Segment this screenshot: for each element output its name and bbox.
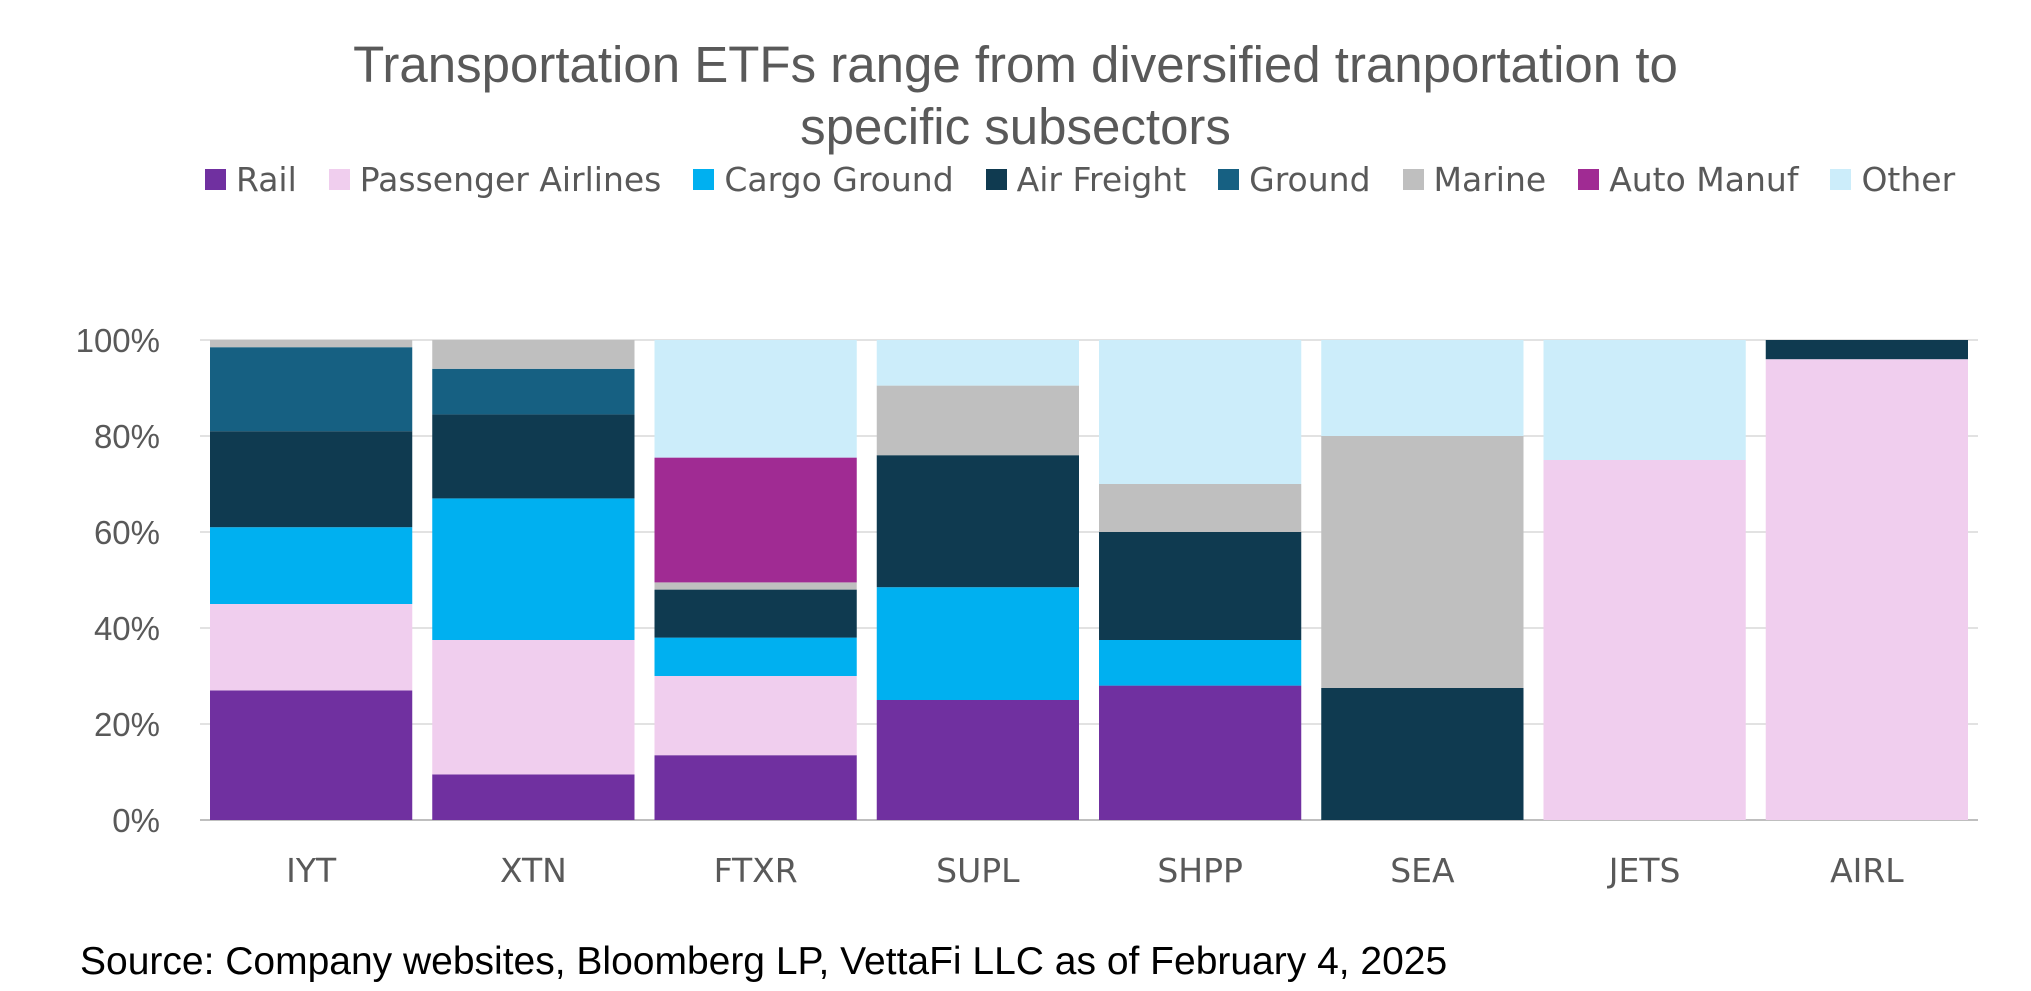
x-tick-label: FTXR	[714, 851, 798, 890]
y-tick-label: 0%	[112, 802, 160, 839]
legend-item: Cargo Ground	[693, 160, 954, 199]
legend-label: Marine	[1433, 160, 1547, 199]
bar-segment	[1321, 436, 1524, 688]
bar-segment	[432, 340, 635, 369]
bar-segment	[654, 457, 857, 583]
bar-segment	[210, 340, 413, 348]
bar-segment	[876, 385, 1079, 456]
y-tick-label: 60%	[94, 514, 160, 551]
bar-segment	[654, 582, 857, 590]
legend-label: Ground	[1249, 160, 1371, 199]
bar-segment	[210, 527, 413, 604]
y-tick-label: 40%	[94, 610, 160, 647]
bar-segment	[1099, 340, 1302, 484]
bar-segment	[1543, 460, 1746, 820]
x-tick-label: XTN	[500, 851, 567, 890]
bar-segment	[654, 589, 857, 638]
legend-item: Ground	[1218, 160, 1371, 199]
y-tick-label: 100%	[76, 322, 160, 359]
bar-segment	[1321, 688, 1524, 820]
bar-segment	[654, 637, 857, 676]
bar-segment	[654, 676, 857, 756]
legend-item: Marine	[1402, 160, 1547, 199]
chart-title-line-2: specific subsectors	[800, 98, 1231, 155]
legend-swatch	[1830, 169, 1852, 190]
bar-segment	[210, 604, 413, 691]
bar-segment	[1765, 340, 1968, 360]
bar-segment	[1099, 532, 1302, 640]
legend-swatch	[328, 169, 350, 190]
bar-segment	[654, 755, 857, 820]
legend-label: Air Freight	[1016, 160, 1187, 199]
y-tick-label: 80%	[94, 418, 160, 455]
bar-segment	[432, 368, 635, 415]
chart-title-line-1: Transportation ETFs range from diversifi…	[353, 36, 1678, 93]
bar-segment	[210, 690, 413, 820]
legend-label: Auto Manuf	[1609, 160, 1799, 199]
legend-label: Passenger Airlines	[359, 160, 662, 199]
bar-segment	[876, 587, 1079, 700]
legend-item: Rail	[205, 160, 297, 199]
x-tick-label: IYT	[286, 851, 337, 890]
source-note: Source: Company websites, Bloomberg LP, …	[80, 940, 1448, 983]
bar-segment	[876, 340, 1079, 386]
chart-title: Transportation ETFs range from diversifi…	[0, 34, 2031, 158]
x-tick-label: SUPL	[936, 851, 1020, 890]
bar-segment	[1099, 640, 1302, 686]
legend-item: Air Freight	[985, 160, 1187, 199]
bar-segment	[1543, 340, 1746, 460]
legend-label: Other	[1861, 160, 1956, 199]
bar-segment	[1765, 359, 1968, 820]
x-tick-label: SEA	[1390, 851, 1455, 890]
x-tick-label: AIRL	[1830, 851, 1904, 890]
legend-swatch	[985, 169, 1007, 190]
bar-segment	[210, 431, 413, 528]
x-tick-label: SHPP	[1157, 851, 1243, 890]
bar-segment	[654, 340, 857, 458]
bar-segment	[1321, 340, 1524, 436]
bar-segment	[1099, 685, 1302, 820]
legend-swatch	[205, 169, 226, 190]
legend-item: Other	[1830, 160, 1955, 199]
legend-swatch	[1218, 169, 1240, 190]
bar-segment	[432, 640, 635, 775]
legend-swatch	[1578, 169, 1600, 190]
legend-swatch	[693, 169, 715, 190]
bar-segment	[432, 414, 635, 499]
bar-segment	[432, 774, 635, 820]
legend-label: Rail	[236, 160, 297, 199]
legend-swatch	[1402, 169, 1424, 190]
chart-legend: Rail Passenger Airlines Cargo Ground Air Fr…	[205, 160, 2031, 199]
bar-segment	[876, 700, 1079, 820]
legend-item: Passenger Airlines	[328, 160, 662, 199]
bar-segment	[876, 455, 1079, 588]
y-tick-label: 20%	[94, 706, 160, 743]
bar-segment	[1099, 484, 1302, 532]
legend-label: Cargo Ground	[724, 160, 954, 199]
legend-item: Auto Manuf	[1578, 160, 1798, 199]
bar-segment	[432, 498, 635, 640]
x-tick-label: JETS	[1607, 851, 1681, 890]
bar-segment	[210, 347, 413, 432]
